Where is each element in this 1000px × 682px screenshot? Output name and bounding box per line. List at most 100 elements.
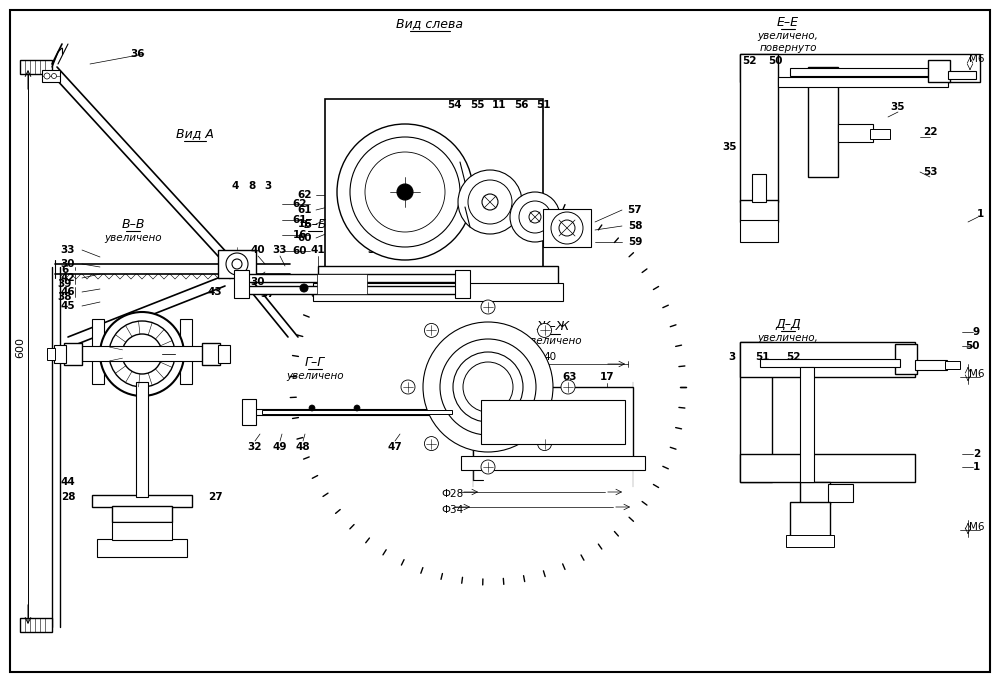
Bar [93,320,103,383]
Text: 1: 1 [976,209,984,219]
Circle shape [122,334,162,374]
Text: Ж–Ж: Ж–Ж [536,321,570,333]
Text: Ф28: Ф28 [442,489,464,499]
Bar [740,454,915,482]
Circle shape [463,362,513,412]
Bar [325,99,543,267]
Text: М6: М6 [970,369,985,379]
Circle shape [481,300,495,314]
Circle shape [538,323,552,338]
Bar [252,409,457,415]
Bar [928,60,950,82]
Bar [462,457,644,469]
Bar [417,287,456,293]
Bar [234,270,249,298]
Bar [761,360,899,366]
Text: 59: 59 [628,237,642,247]
Text: 17: 17 [600,372,614,382]
Bar [181,320,191,383]
Circle shape [468,180,512,224]
Bar [461,456,645,470]
Text: 39: 39 [58,279,72,289]
Bar [243,400,255,424]
Bar [112,522,172,540]
Text: увеличено: увеличено [104,233,162,243]
Bar [113,523,171,539]
Text: увеличено: увеличено [286,371,344,381]
Circle shape [424,323,438,338]
Circle shape [440,339,536,435]
Bar [448,400,460,424]
Text: 57: 57 [628,205,642,215]
Text: 64: 64 [528,372,542,382]
Bar [741,201,777,221]
Text: Б–Б: Б–Б [303,218,327,231]
Text: 51: 51 [536,100,550,110]
Circle shape [44,73,50,79]
Bar [64,343,82,365]
Text: 30: 30 [251,277,265,287]
Bar [740,220,778,242]
Bar [203,344,219,364]
Bar [741,455,914,481]
Circle shape [510,192,560,242]
Circle shape [559,220,575,236]
Text: 44: 44 [61,477,75,487]
Bar [202,343,220,365]
Bar [242,399,256,425]
Text: 55: 55 [470,100,484,110]
Text: 16: 16 [298,219,312,229]
Circle shape [300,284,308,292]
Text: 52: 52 [742,56,756,66]
Text: М6: М6 [970,54,985,64]
Text: 3: 3 [728,352,736,362]
Circle shape [468,367,508,407]
Text: 52: 52 [786,352,800,362]
Text: 65: 65 [483,372,497,382]
Text: 1: 1 [973,462,980,472]
Text: 35: 35 [723,142,737,152]
Bar [180,319,192,384]
Bar [741,221,777,241]
Text: 16: 16 [293,230,307,240]
Text: 60: 60 [298,233,312,243]
Circle shape [385,172,425,212]
Bar [93,496,191,506]
Circle shape [529,211,541,223]
Bar [778,77,948,87]
Bar [235,271,248,297]
Text: 34: 34 [368,245,382,255]
Circle shape [453,352,523,422]
Bar [929,61,949,81]
Text: 24: 24 [394,245,408,255]
Text: 38: 38 [58,292,72,302]
Bar [92,495,192,507]
Text: 47: 47 [388,442,402,452]
Bar [800,367,814,482]
Text: Ф34: Ф34 [442,505,464,515]
Circle shape [423,322,553,452]
Circle shape [313,212,663,562]
Text: 9: 9 [973,327,980,337]
Text: 22: 22 [923,127,937,137]
Text: 41: 41 [311,245,325,255]
Bar [916,361,946,369]
Text: 50: 50 [768,56,782,66]
Bar [247,274,457,282]
Bar [262,410,452,414]
Bar [47,348,55,360]
Text: увеличено,: увеличено, [758,31,818,41]
Text: 58: 58 [628,221,642,231]
Bar [112,506,172,522]
Text: 40: 40 [251,245,265,255]
Bar [896,345,916,373]
Bar [473,387,633,457]
Text: увеличено,: увеличено, [758,333,818,343]
Text: 42: 42 [61,273,75,283]
Bar [318,266,558,284]
Circle shape [481,460,495,474]
Bar [915,360,947,370]
Bar [455,270,470,298]
Circle shape [397,184,413,200]
Text: повернуто: повернуто [759,345,817,355]
